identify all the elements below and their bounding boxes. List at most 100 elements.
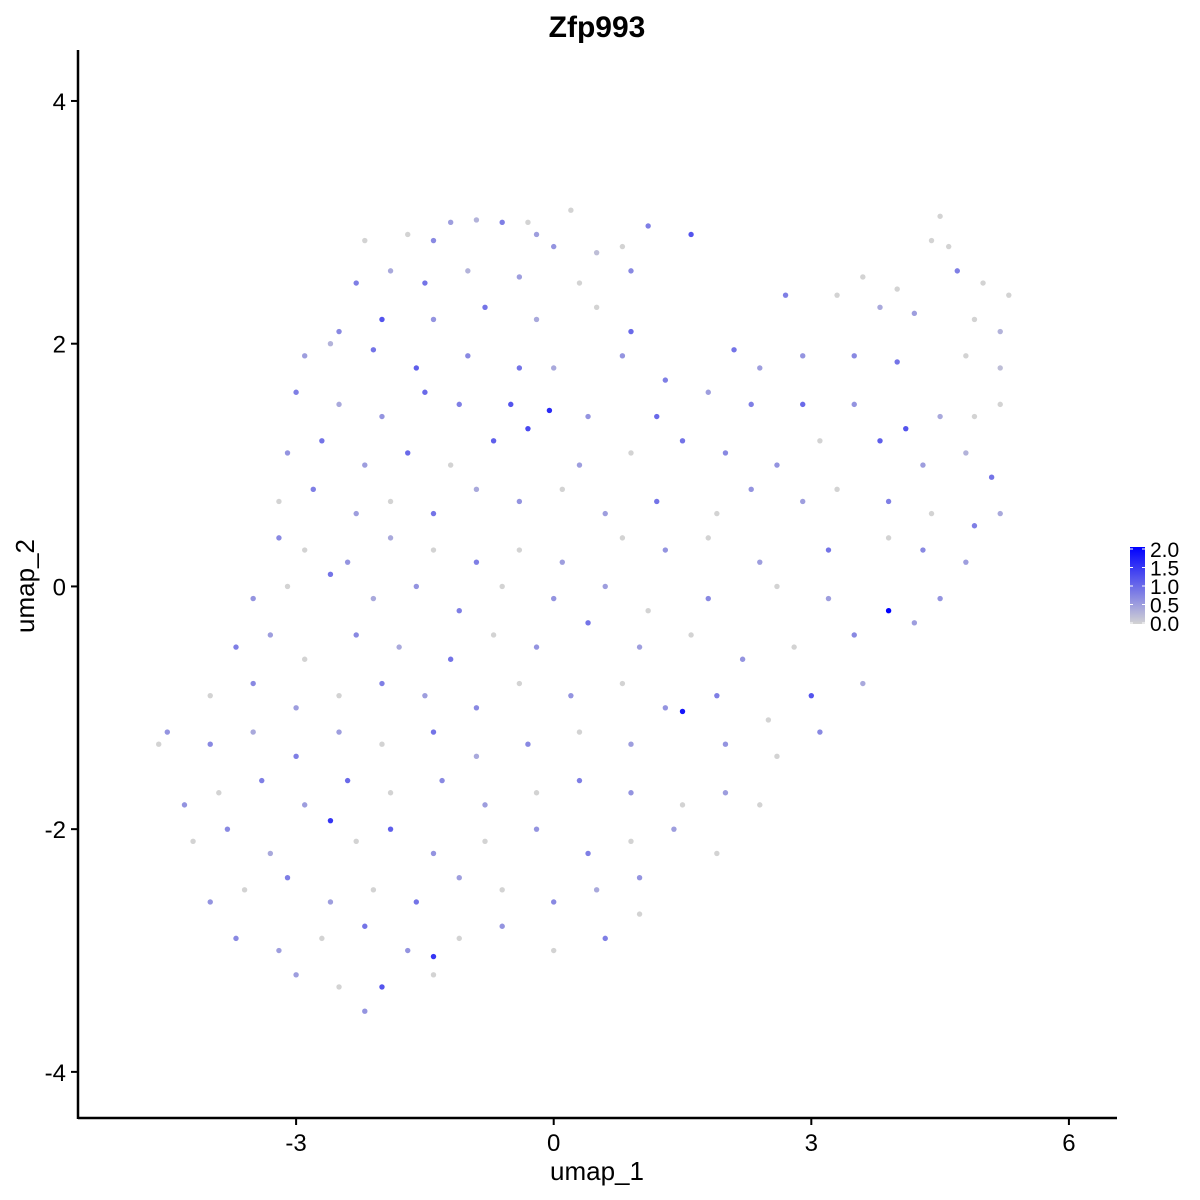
- data-point: [533, 790, 540, 796]
- data-point: [945, 243, 952, 250]
- data-point: [568, 207, 574, 213]
- data-point: [336, 328, 342, 335]
- data-point: [851, 401, 857, 408]
- data-point: [551, 365, 557, 371]
- data-point: [619, 535, 626, 541]
- y-axis-title: umap_2: [10, 539, 40, 633]
- data-point: [447, 656, 454, 662]
- data-point: [413, 583, 420, 590]
- y-tick-label: 4: [53, 89, 66, 116]
- data-point: [628, 741, 634, 747]
- data-point: [937, 413, 943, 420]
- data-point: [250, 680, 256, 687]
- data-point: [705, 595, 711, 602]
- data-point: [327, 341, 334, 347]
- data-point: [851, 353, 857, 359]
- data-point: [293, 753, 299, 760]
- data-point: [379, 984, 385, 990]
- data-point: [851, 632, 857, 638]
- data-point: [636, 875, 643, 881]
- data-point: [482, 304, 488, 310]
- data-point: [207, 692, 213, 699]
- data-point: [284, 583, 291, 590]
- data-point: [276, 498, 282, 505]
- data-point: [705, 389, 711, 395]
- data-point: [911, 310, 918, 317]
- data-point: [413, 365, 420, 371]
- data-point: [473, 753, 480, 760]
- data-point: [748, 401, 754, 408]
- data-point: [576, 462, 583, 468]
- x-tick-label: 6: [1062, 1130, 1075, 1157]
- data-point: [259, 777, 265, 784]
- data-point: [362, 1008, 368, 1014]
- data-point: [997, 401, 1003, 408]
- data-point: [439, 777, 445, 784]
- data-point: [327, 571, 334, 577]
- data-point: [473, 217, 480, 223]
- data-point: [885, 608, 892, 614]
- data-point: [817, 729, 823, 735]
- data-point: [362, 923, 368, 929]
- data-point: [533, 231, 540, 238]
- data-point: [593, 249, 600, 256]
- data-point: [559, 559, 565, 565]
- data-point: [920, 462, 926, 468]
- data-point: [336, 729, 342, 735]
- data-point: [645, 608, 651, 614]
- data-point: [525, 219, 531, 226]
- data-point: [894, 286, 900, 292]
- data-point: [628, 328, 634, 335]
- data-point: [533, 316, 540, 323]
- data-point: [499, 583, 505, 590]
- data-point: [233, 644, 239, 650]
- data-point: [731, 347, 737, 353]
- data-point: [499, 219, 505, 226]
- data-point: [645, 223, 651, 229]
- data-point: [430, 237, 437, 244]
- data-point: [757, 365, 763, 371]
- data-point: [164, 729, 171, 735]
- data-point: [593, 887, 600, 893]
- data-point: [980, 280, 986, 286]
- data-point: [533, 826, 540, 832]
- data-point: [928, 510, 935, 517]
- data-point: [327, 899, 334, 905]
- data-point: [619, 353, 626, 359]
- data-point: [327, 817, 334, 824]
- data-point: [301, 802, 308, 808]
- data-point: [190, 838, 196, 844]
- data-point: [774, 583, 780, 590]
- data-point: [456, 875, 462, 881]
- data-point: [739, 656, 746, 662]
- data-point: [473, 486, 480, 493]
- data-point: [430, 316, 437, 323]
- data-point: [456, 401, 462, 408]
- data-point: [405, 450, 411, 456]
- data-point: [405, 231, 411, 238]
- data-point: [722, 450, 729, 456]
- data-point: [284, 450, 291, 456]
- data-point: [482, 802, 488, 808]
- data-point: [585, 850, 591, 857]
- data-point: [894, 359, 900, 365]
- data-point: [241, 887, 248, 893]
- data-point: [284, 875, 291, 881]
- legend-label: 2.0: [1150, 539, 1179, 562]
- data-point: [379, 413, 385, 420]
- data-point: [714, 692, 720, 699]
- data-point: [602, 583, 608, 590]
- data-point: [619, 680, 626, 687]
- data-point: [430, 510, 437, 517]
- legend-label: 1.5: [1150, 558, 1179, 581]
- data-point: [430, 729, 437, 735]
- data-point: [885, 535, 892, 541]
- data-point: [551, 243, 557, 250]
- data-point: [559, 486, 565, 493]
- data-point: [679, 802, 686, 808]
- data-point: [688, 632, 694, 638]
- data-point: [885, 498, 892, 505]
- data-point: [353, 280, 359, 286]
- y-tick-label: -4: [45, 1060, 66, 1087]
- data-point: [662, 377, 669, 383]
